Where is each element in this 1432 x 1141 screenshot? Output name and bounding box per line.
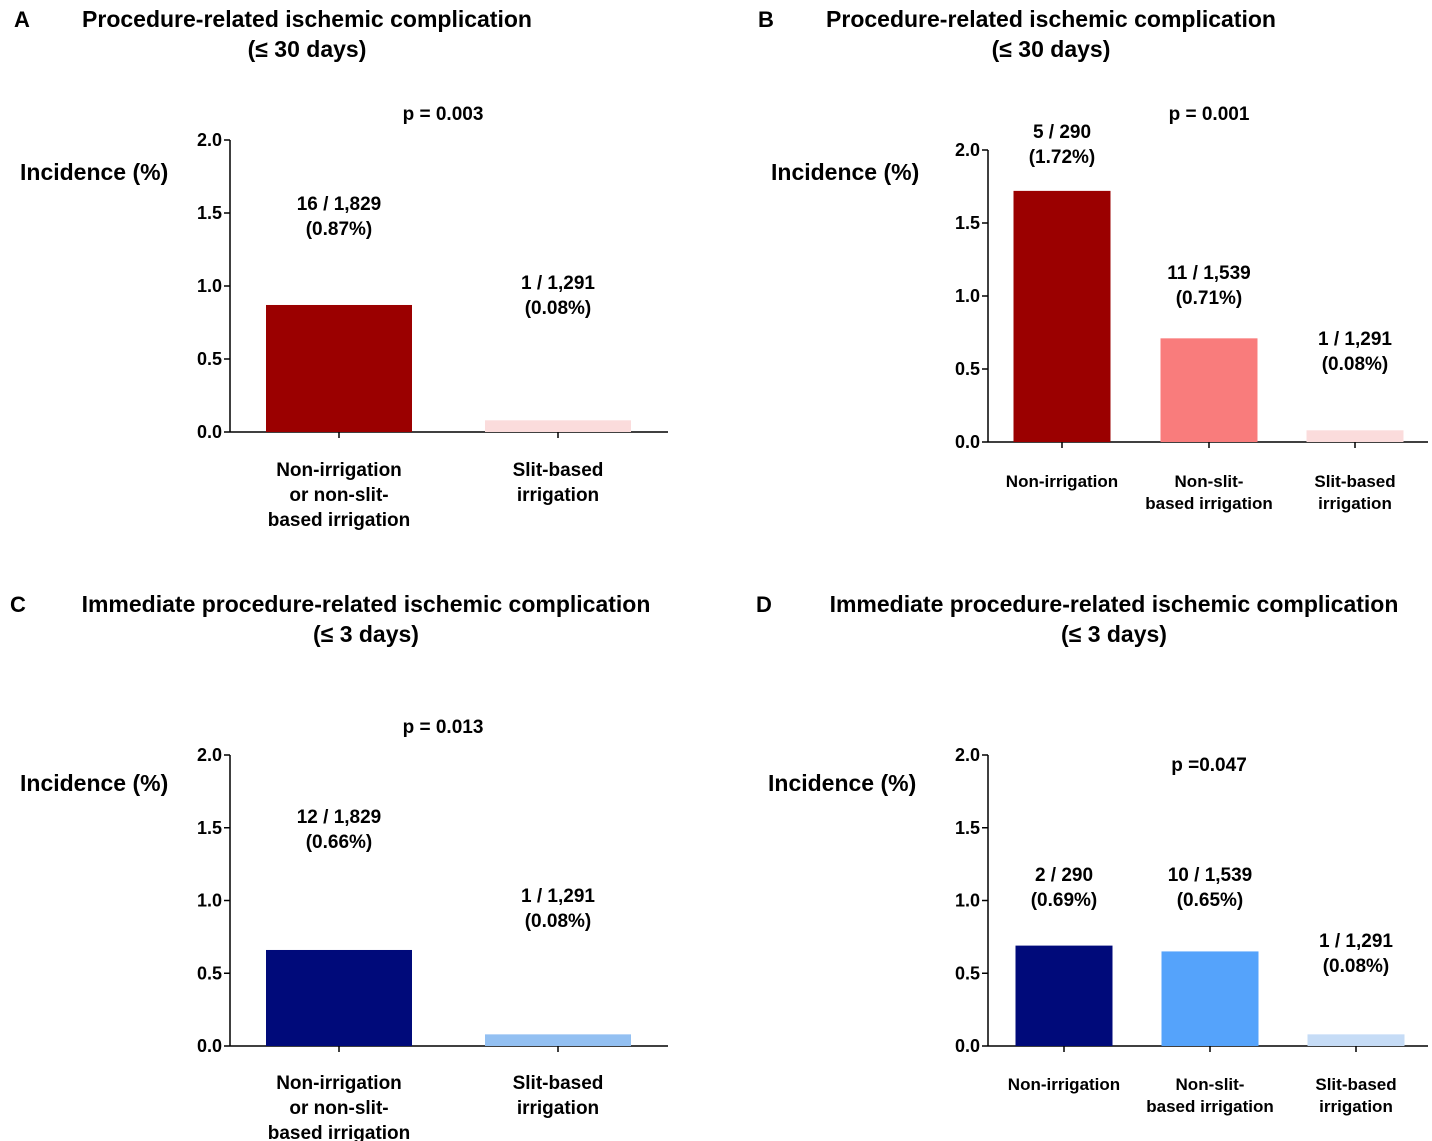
panel-c-data-label: (0.08%) xyxy=(525,911,592,932)
panel-d-category-label: Non-slit- xyxy=(1176,1075,1245,1094)
panel-a-category-label: based irrigation xyxy=(268,510,411,531)
panel-b-p-value: p = 0.001 xyxy=(1169,104,1250,125)
panel-a-data-label: (0.08%) xyxy=(525,298,592,319)
panel-d-y-tick-label: 1.0 xyxy=(955,891,980,911)
panel-b-category-label: Slit-based xyxy=(1314,472,1395,491)
panel-c-letter: C xyxy=(10,592,26,617)
panel-c-bar xyxy=(266,949,412,1046)
panel-c-y-tick-label: 1.5 xyxy=(197,818,222,838)
panel-a-category-label: Non-irrigation xyxy=(276,460,402,481)
panel-b-y-tick-label: 1.0 xyxy=(955,286,980,306)
panel-b-bar xyxy=(1306,430,1404,442)
panel-a-data-label: 16 / 1,829 xyxy=(297,194,382,215)
chart-panel-d: D Immediate procedure-related ischemic co… xyxy=(756,591,1428,1116)
panel-d-category-label: Slit-based xyxy=(1315,1075,1396,1094)
panel-a-y-tick-label: 0.0 xyxy=(197,422,222,442)
panel-d-bar xyxy=(1161,951,1259,1046)
panel-c-category-label: Non-irrigation xyxy=(276,1073,402,1094)
panel-a-category-label: irrigation xyxy=(517,485,599,506)
panel-a-y-tick-label: 2.0 xyxy=(197,130,222,150)
panel-c-data-label: 12 / 1,829 xyxy=(297,807,382,828)
panel-d-y-tick-label: 1.5 xyxy=(955,818,980,838)
panel-b-data-label: (0.08%) xyxy=(1322,354,1389,375)
panel-a-y-axis-label: Incidence (%) xyxy=(20,159,168,185)
panel-c-p-value: p = 0.013 xyxy=(403,717,484,738)
panel-d-bar xyxy=(1307,1034,1405,1046)
panel-d-bar xyxy=(1015,945,1113,1046)
chart-panel-a: A Procedure-related ischemic complication… xyxy=(14,6,668,531)
panel-a-title-line-1: Procedure-related ischemic complication xyxy=(82,6,532,32)
panel-d-y-axis-label: Incidence (%) xyxy=(768,770,916,796)
panel-c-title-line-1: Immediate procedure-related ischemic com… xyxy=(82,591,651,617)
panel-c-category-label: irrigation xyxy=(517,1098,599,1119)
panel-d-data-label: (0.69%) xyxy=(1031,890,1098,911)
panel-b-category-label: Non-irrigation xyxy=(1006,472,1118,491)
panel-d-p-value: p =0.047 xyxy=(1171,755,1247,776)
panel-a-y-tick-label: 1.5 xyxy=(197,203,222,223)
panel-a-bar xyxy=(485,420,631,432)
panel-c-y-tick-label: 0.0 xyxy=(197,1036,222,1056)
panel-d-letter: D xyxy=(756,592,772,617)
panel-b-bar xyxy=(1160,338,1258,442)
panel-b-category-label: based irrigation xyxy=(1145,494,1273,513)
panel-b-category-label: Non-slit- xyxy=(1175,472,1244,491)
panel-b-data-label: 1 / 1,291 xyxy=(1318,329,1392,350)
panel-b-y-tick-label: 1.5 xyxy=(955,213,980,233)
panel-d-data-label: 2 / 290 xyxy=(1035,865,1093,886)
chart-panel-c: C Immediate procedure-related ischemic co… xyxy=(10,591,668,1141)
panel-d-data-label: (0.65%) xyxy=(1177,890,1244,911)
panel-d-category-label: based irrigation xyxy=(1146,1097,1274,1116)
panel-b-data-label: 5 / 290 xyxy=(1033,122,1091,143)
panel-b-data-label: (0.71%) xyxy=(1176,288,1243,309)
panel-d-y-tick-label: 0.0 xyxy=(955,1036,980,1056)
chart-panel-b: B Procedure-related ischemic complication… xyxy=(758,6,1428,513)
panel-a-data-label: (0.87%) xyxy=(306,219,373,240)
panel-c-data-label: (0.66%) xyxy=(306,832,373,853)
panel-c-category-label: based irrigation xyxy=(268,1123,411,1141)
panel-d-title-line-2: (≤ 3 days) xyxy=(1061,621,1167,647)
panel-a-data-label: 1 / 1,291 xyxy=(521,273,595,294)
panel-b-y-tick-label: 0.0 xyxy=(955,432,980,452)
panel-c-bar xyxy=(485,1034,631,1046)
panel-d-y-tick-label: 2.0 xyxy=(955,745,980,765)
panel-c-y-tick-label: 2.0 xyxy=(197,745,222,765)
panel-a-category-label: Slit-based xyxy=(513,460,604,481)
panel-a-bar xyxy=(266,304,412,432)
panel-a-title-line-2: (≤ 30 days) xyxy=(248,36,367,62)
panel-a-y-tick-label: 0.5 xyxy=(197,349,222,369)
panel-b-letter: B xyxy=(758,7,774,32)
panel-b-title-line-1: Procedure-related ischemic complication xyxy=(826,6,1276,32)
panel-d-data-label: (0.08%) xyxy=(1323,956,1390,977)
panel-b-title-line-2: (≤ 30 days) xyxy=(992,36,1111,62)
panel-b-y-tick-label: 2.0 xyxy=(955,140,980,160)
panel-d-y-tick-label: 0.5 xyxy=(955,963,980,983)
panel-d-category-label: Non-irrigation xyxy=(1008,1075,1120,1094)
panel-b-bar xyxy=(1013,190,1111,442)
panel-b-data-label: (1.72%) xyxy=(1029,147,1096,168)
panel-c-data-label: 1 / 1,291 xyxy=(521,886,595,907)
panel-c-title-line-2: (≤ 3 days) xyxy=(313,621,419,647)
panel-a-y-tick-label: 1.0 xyxy=(197,276,222,296)
panel-c-y-axis-label: Incidence (%) xyxy=(20,770,168,796)
panel-a-p-value: p = 0.003 xyxy=(403,104,484,125)
panel-b-y-tick-label: 0.5 xyxy=(955,359,980,379)
panel-d-data-label: 10 / 1,539 xyxy=(1168,865,1253,886)
panel-c-category-label: Slit-based xyxy=(513,1073,604,1094)
panel-d-category-label: irrigation xyxy=(1319,1097,1393,1116)
panel-b-category-label: irrigation xyxy=(1318,494,1392,513)
panel-a-letter: A xyxy=(14,7,30,32)
panel-c-y-tick-label: 0.5 xyxy=(197,963,222,983)
panel-b-y-axis-label: Incidence (%) xyxy=(771,159,919,185)
panel-c-category-label: or non-slit- xyxy=(289,1098,388,1119)
panel-b-data-label: 11 / 1,539 xyxy=(1167,263,1250,284)
panel-c-y-tick-label: 1.0 xyxy=(197,891,222,911)
panel-a-category-label: or non-slit- xyxy=(289,485,388,506)
panel-d-title-line-1: Immediate procedure-related ischemic com… xyxy=(830,591,1399,617)
panel-d-data-label: 1 / 1,291 xyxy=(1319,931,1393,952)
